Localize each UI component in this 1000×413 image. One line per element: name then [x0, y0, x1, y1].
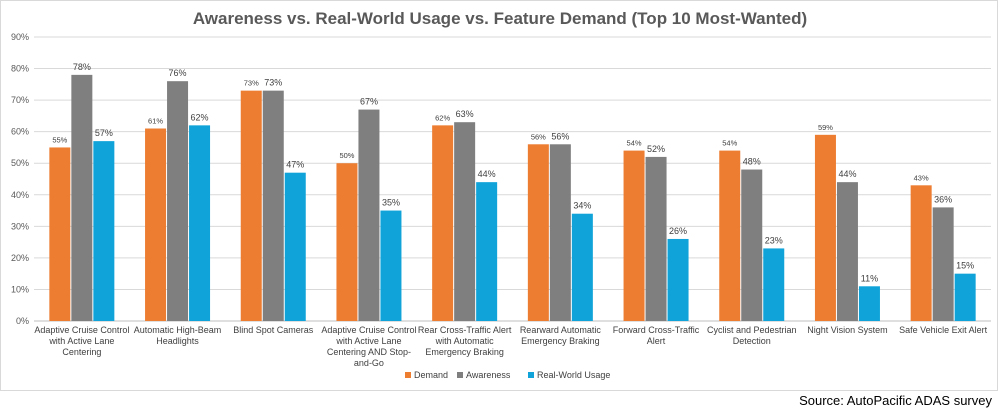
- category-label: Blind Spot Cameras: [233, 325, 314, 335]
- data-label: 44%: [478, 169, 496, 179]
- category-label: Automatic High-Beam Headlights: [134, 325, 222, 346]
- bar-awareness: [741, 169, 763, 321]
- bar-demand: [527, 144, 549, 321]
- chart-title: Awareness vs. Real-World Usage vs. Featu…: [193, 9, 807, 28]
- y-axis: 0% 10% 20% 30% 40% 50% 60% 70% 80% 90%: [11, 32, 29, 326]
- category-label: Night Vision System: [807, 325, 887, 335]
- y-tick-label: 50%: [11, 158, 29, 168]
- category-label: Forward Cross-Traffic Alert: [613, 325, 700, 346]
- bar-real-world-usage: [667, 238, 689, 321]
- data-label: 47%: [286, 160, 304, 170]
- bar-awareness: [71, 74, 93, 321]
- category-label: Adaptive Cruise Control with Active Lane C…: [321, 325, 416, 368]
- data-label: 54%: [722, 139, 737, 148]
- bar-awareness: [932, 207, 954, 321]
- data-label: 62%: [435, 113, 450, 122]
- legend-item: Awareness: [457, 370, 511, 380]
- bar-awareness: [358, 109, 380, 321]
- legend-item: Demand: [405, 370, 448, 380]
- y-tick-label: 20%: [11, 253, 29, 263]
- bar-awareness: [262, 90, 284, 322]
- data-label: 11%: [861, 273, 878, 283]
- bar-real-world-usage: [476, 182, 498, 321]
- y-tick-label: 60%: [11, 127, 29, 137]
- data-label: 56%: [531, 132, 546, 141]
- y-tick-label: 30%: [11, 221, 29, 231]
- bar-demand: [814, 134, 836, 321]
- bar-chart: Awareness vs. Real-World Usage vs. Featu…: [11, 9, 991, 380]
- bar-demand: [240, 90, 262, 322]
- y-tick-label: 80%: [11, 64, 29, 74]
- data-label: 73%: [244, 79, 259, 88]
- data-label: 57%: [95, 128, 113, 138]
- category-label: Cyclist and Pedestrian Detection: [707, 325, 797, 346]
- bar-awareness: [836, 182, 858, 321]
- y-tick-label: 40%: [11, 190, 29, 200]
- x-axis: Adaptive Cruise Control with Active Lane C…: [34, 325, 987, 368]
- chart-frame: Awareness vs. Real-World Usage vs. Featu…: [0, 0, 998, 391]
- category-label: Safe Vehicle Exit Alert: [899, 325, 988, 335]
- bar-demand: [49, 147, 71, 321]
- bar-real-world-usage: [93, 141, 115, 321]
- data-label: 73%: [264, 78, 282, 88]
- legend: Demand Awareness Real-World Usage: [405, 370, 610, 380]
- category-label: Rear Cross-Traffic Alert with Automatic Em…: [418, 325, 512, 357]
- legend-label: Real-World Usage: [537, 370, 610, 380]
- bar-demand: [336, 163, 358, 321]
- bar-real-world-usage: [858, 286, 880, 321]
- data-label: 55%: [52, 135, 67, 144]
- bar-real-world-usage: [380, 210, 402, 321]
- bar-awareness: [454, 122, 476, 321]
- data-label: 67%: [360, 97, 378, 107]
- data-label: 54%: [627, 139, 642, 148]
- bars: [49, 74, 976, 322]
- data-label: 61%: [148, 117, 163, 126]
- y-tick-label: 0%: [16, 316, 29, 326]
- data-label: 15%: [956, 261, 974, 271]
- bar-demand: [719, 150, 741, 321]
- category-label: Rearward Automatic Emergency Braking: [520, 325, 602, 346]
- data-label: 36%: [934, 194, 952, 204]
- y-tick-label: 70%: [11, 95, 29, 105]
- data-label: 63%: [456, 109, 474, 119]
- legend-swatch: [528, 372, 534, 378]
- data-label: 59%: [818, 123, 833, 132]
- legend-label: Awareness: [466, 370, 511, 380]
- data-label: 78%: [73, 62, 91, 72]
- y-tick-label: 90%: [11, 32, 29, 42]
- bar-real-world-usage: [954, 273, 976, 321]
- legend-swatch: [457, 372, 463, 378]
- data-label: 62%: [191, 112, 209, 122]
- y-tick-label: 10%: [11, 284, 29, 294]
- data-label: 48%: [743, 157, 761, 167]
- bar-real-world-usage: [763, 248, 785, 321]
- data-label: 76%: [169, 68, 187, 78]
- source-note: Source: AutoPacific ADAS survey: [799, 393, 992, 408]
- bar-demand: [910, 185, 932, 321]
- legend-label: Demand: [414, 370, 448, 380]
- data-label: 35%: [382, 198, 400, 208]
- bar-demand: [623, 150, 645, 321]
- data-labels: 55% 61% 73% 50% 62% 56% 54% 54% 59% 43% 78% 76% 73% 6…: [52, 62, 974, 283]
- data-label: 44%: [838, 169, 856, 179]
- bar-awareness: [645, 156, 667, 321]
- legend-item: Real-World Usage: [528, 370, 610, 380]
- data-label: 26%: [669, 226, 687, 236]
- bar-real-world-usage: [189, 125, 211, 321]
- bar-real-world-usage: [284, 172, 306, 321]
- data-label: 23%: [765, 235, 783, 245]
- data-label: 50%: [339, 151, 354, 160]
- bar-demand: [145, 128, 167, 321]
- data-label: 43%: [914, 173, 929, 182]
- data-label: 34%: [573, 201, 591, 211]
- bar-demand: [432, 125, 454, 321]
- bar-awareness: [167, 81, 189, 321]
- data-label: 56%: [551, 131, 569, 141]
- bar-awareness: [549, 144, 571, 321]
- bar-real-world-usage: [571, 213, 593, 321]
- legend-swatch: [405, 372, 411, 378]
- data-label: 52%: [647, 144, 665, 154]
- category-label: Adaptive Cruise Control with Active Lane C…: [34, 325, 129, 357]
